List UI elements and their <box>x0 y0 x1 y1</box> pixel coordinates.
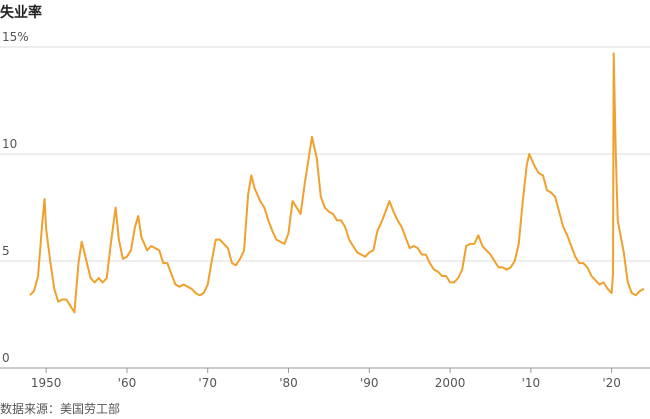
y-tick-label: 5 <box>2 244 10 258</box>
x-tick-label: '10 <box>522 376 541 390</box>
x-tick-label: 2000 <box>435 376 466 390</box>
x-tick-label: '90 <box>360 376 379 390</box>
x-tick-label: '20 <box>602 376 621 390</box>
y-tick-label: 15% <box>2 30 29 44</box>
y-tick-label: 0 <box>2 351 10 365</box>
y-tick-label: 10 <box>2 137 17 151</box>
source: 数据来源：美国劳工部 <box>0 401 120 416</box>
x-tick-label: '70 <box>198 376 217 390</box>
x-tick-label: 1950 <box>31 376 62 390</box>
chart-title: 失业率 <box>0 4 42 21</box>
line <box>29 52 645 314</box>
x-tick-label: '80 <box>279 376 298 390</box>
x-tick-label: '60 <box>118 376 137 390</box>
